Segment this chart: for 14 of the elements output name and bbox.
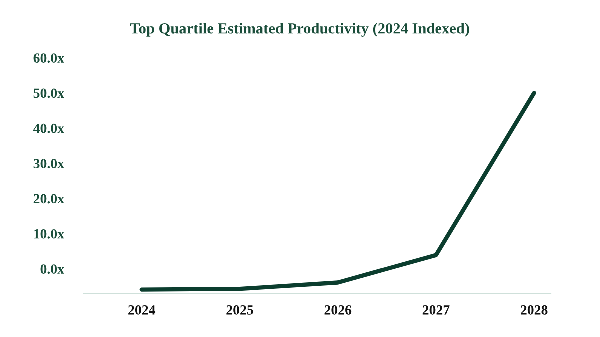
y-tick-label: 60.0x	[34, 54, 64, 64]
y-tick-label: 10.0x	[34, 229, 64, 239]
x-tick-label: 2024	[128, 306, 156, 315]
y-tick-label: 40.0x	[33, 124, 64, 134]
y-tick-label: 0.0x	[40, 264, 64, 274]
y-tick-label: 50.0x	[34, 88, 64, 98]
x-tick-label: 2028	[521, 306, 548, 315]
x-tick-label: 2025	[226, 306, 254, 315]
line-series	[140, 91, 536, 292]
x-tick-label: 2026	[324, 306, 352, 315]
y-tick-label: 20.0x	[34, 194, 64, 204]
chart-title: Top Quartile Estimated Productivity (2024 Indexed)	[130, 23, 470, 37]
y-tick-label: 30.0x	[34, 159, 64, 169]
x-tick-label: 2027	[422, 306, 450, 315]
